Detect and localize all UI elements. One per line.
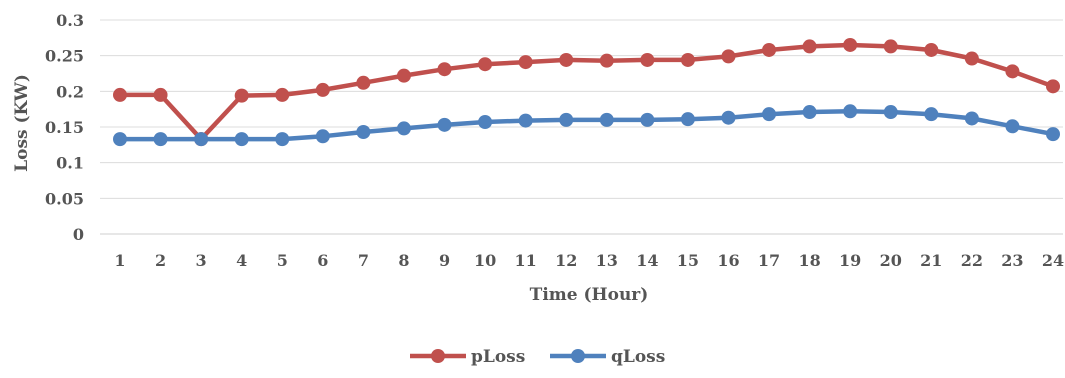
- data-point-ploss: [518, 55, 533, 70]
- legend-swatch-marker: [431, 349, 445, 363]
- data-point-qloss: [559, 112, 574, 127]
- series-qloss: [113, 104, 1060, 147]
- data-point-ploss: [275, 87, 290, 102]
- data-point-ploss: [356, 75, 371, 90]
- data-point-ploss: [315, 82, 330, 97]
- data-point-ploss: [113, 87, 127, 102]
- x-tick-label: 13: [596, 251, 618, 270]
- data-point-qloss: [964, 111, 979, 126]
- data-point-qloss: [680, 112, 695, 127]
- data-point-ploss: [721, 49, 736, 64]
- x-tick-label: 23: [1001, 251, 1023, 270]
- y-tick-label: 0.1: [56, 154, 84, 173]
- data-point-qloss: [843, 104, 858, 119]
- y-tick-label: 0: [73, 225, 84, 244]
- x-tick-label: 2: [155, 251, 166, 270]
- x-tick-label: 12: [555, 251, 577, 270]
- data-point-ploss: [234, 88, 249, 103]
- legend-label: pLoss: [471, 347, 525, 367]
- x-tick-label: 18: [798, 251, 820, 270]
- x-axis-label: Time (Hour): [530, 285, 649, 305]
- legend-swatch-marker: [571, 349, 585, 363]
- x-tick-label: 20: [880, 251, 902, 270]
- data-point-ploss: [924, 42, 939, 57]
- x-tick-label: 19: [839, 251, 861, 270]
- data-point-ploss: [559, 52, 574, 67]
- data-point-ploss: [153, 87, 168, 102]
- data-point-ploss: [1005, 64, 1020, 79]
- data-point-ploss: [640, 52, 655, 67]
- y-tick-label: 0.05: [45, 189, 84, 208]
- data-point-qloss: [802, 105, 817, 120]
- data-point-ploss: [396, 68, 411, 83]
- grid: [100, 19, 1063, 235]
- data-point-qloss: [113, 132, 127, 147]
- data-point-qloss: [153, 132, 168, 147]
- legend-item-ploss: pLoss: [410, 347, 525, 367]
- data-point-qloss: [1005, 119, 1020, 134]
- x-tick-label: 6: [317, 251, 328, 270]
- y-tick-label: 0.15: [45, 118, 84, 137]
- data-point-qloss: [234, 132, 249, 147]
- data-point-qloss: [762, 107, 777, 122]
- x-tick-label: 17: [758, 251, 780, 270]
- data-point-ploss: [478, 57, 493, 72]
- legend-item-qloss: qLoss: [550, 347, 665, 367]
- y-axis: 0 0.05 0.1 0.15 0.2 0.25 0.3: [45, 11, 84, 244]
- legend-label: qLoss: [611, 347, 665, 367]
- x-tick-label: 9: [439, 251, 450, 270]
- series-ploss: [113, 37, 1060, 147]
- data-point-ploss: [437, 62, 452, 77]
- data-point-qloss: [1046, 127, 1060, 142]
- x-tick-label: 7: [358, 251, 369, 270]
- x-tick-label: 4: [236, 251, 247, 270]
- data-point-qloss: [194, 132, 209, 147]
- data-point-ploss: [762, 42, 777, 57]
- x-tick-label: 21: [920, 251, 942, 270]
- series-line-qloss: [117, 109, 1056, 142]
- data-point-qloss: [599, 112, 614, 127]
- x-tick-label: 3: [196, 251, 207, 270]
- data-point-qloss: [356, 124, 371, 139]
- x-tick-label: 8: [398, 251, 409, 270]
- data-point-qloss: [478, 115, 493, 130]
- data-point-ploss: [883, 39, 898, 54]
- data-point-ploss: [964, 51, 979, 66]
- y-tick-label: 0.2: [56, 82, 84, 101]
- data-point-qloss: [640, 112, 655, 127]
- data-point-qloss: [315, 129, 330, 144]
- x-tick-label: 15: [677, 251, 699, 270]
- data-point-qloss: [518, 113, 533, 128]
- y-tick-label: 0.25: [45, 47, 84, 66]
- data-point-qloss: [924, 107, 939, 122]
- x-tick-label: 16: [717, 251, 739, 270]
- x-tick-label: 22: [961, 251, 983, 270]
- data-point-ploss: [1046, 79, 1060, 94]
- y-axis-label: Loss (KW): [12, 74, 32, 172]
- series-line-ploss: [117, 42, 1056, 142]
- data-point-ploss: [802, 39, 817, 54]
- data-point-ploss: [843, 37, 858, 52]
- data-point-qloss: [883, 105, 898, 120]
- data-point-ploss: [599, 53, 614, 68]
- y-tick-label: 0.3: [56, 11, 84, 30]
- x-tick-label: 11: [515, 251, 537, 270]
- legend: pLoss qLoss: [410, 347, 665, 367]
- data-point-qloss: [437, 117, 452, 132]
- data-point-qloss: [275, 132, 290, 147]
- x-tick-label: 10: [474, 251, 496, 270]
- x-axis: 1 2 3 4 5 6 7 8 9 10 11 12 13 14 15 16 17 18 19 20 21 22 23 24: [114, 251, 1064, 270]
- plot-area: [113, 37, 1060, 147]
- data-point-qloss: [721, 110, 736, 125]
- data-point-qloss: [396, 121, 411, 136]
- x-tick-label: 5: [277, 251, 288, 270]
- x-tick-label: 1: [114, 251, 125, 270]
- data-point-ploss: [680, 52, 695, 67]
- x-tick-label: 24: [1042, 251, 1064, 270]
- x-tick-label: 14: [636, 251, 658, 270]
